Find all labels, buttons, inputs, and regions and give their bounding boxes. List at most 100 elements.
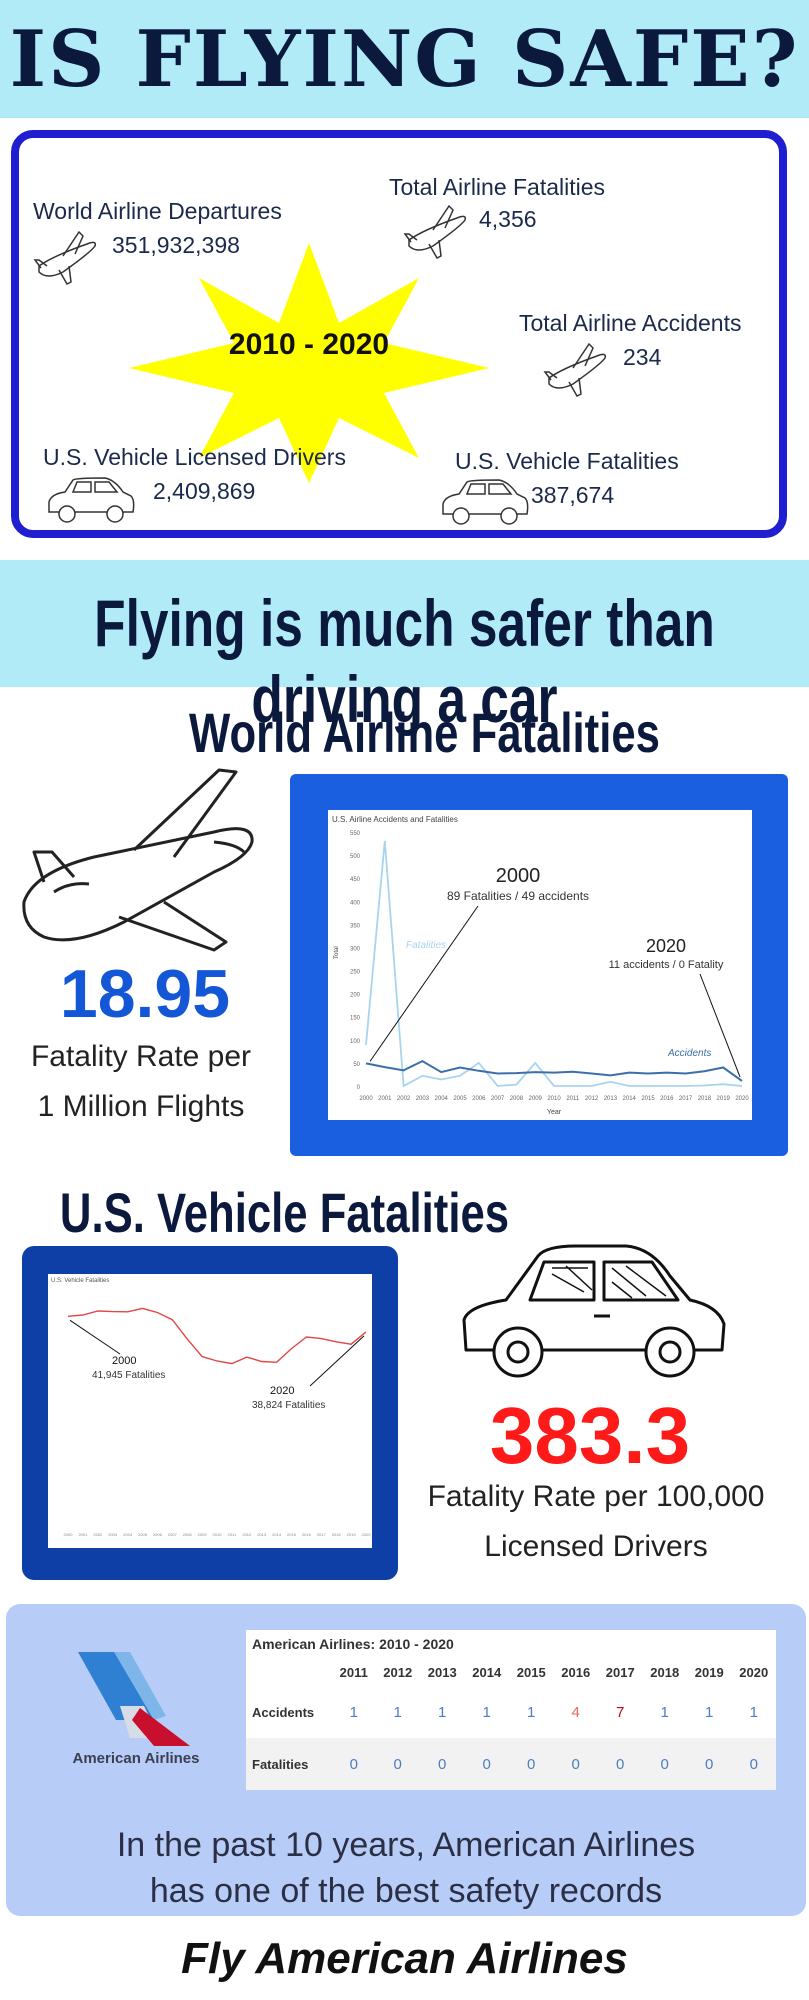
annotation-text-2020: 38,824 Fatalities — [252, 1400, 325, 1411]
vehicle-chart-frame: U.S. Vehicle Fatalities 2000 2001 2002 2003 2… — [22, 1246, 398, 1580]
x-tick-label: 2000 — [359, 1096, 373, 1102]
x-tick-label: 2020 — [735, 1096, 749, 1102]
vehicle-chart-svg: U.S. Vehicle Fatalities 2000 2001 2002 2003 2… — [51, 1278, 372, 1537]
accidents-value: 234 — [623, 344, 662, 370]
annotation-year-2000: 2000 — [496, 865, 541, 887]
table-header-cell: 2016 — [561, 1664, 591, 1680]
table-cell: 0 — [482, 1755, 491, 1773]
american-airlines-brand: American Airlines — [72, 1750, 200, 1767]
y-tick-label: 150 — [350, 1016, 361, 1022]
x-tick-label: 2009 — [198, 1532, 208, 1537]
x-tick-label: 2020 — [362, 1532, 372, 1537]
x-tick-label: 2012 — [242, 1532, 252, 1537]
departures-value: 351,932,398 — [112, 232, 240, 258]
y-tick-label: 500 — [350, 854, 361, 860]
date-range-label: 2010 - 2020 — [228, 328, 390, 361]
x-tick-label: 2003 — [108, 1532, 118, 1537]
table-cell: 1 — [749, 1703, 758, 1721]
x-tick-label: 2017 — [679, 1096, 693, 1102]
table-corner — [246, 1658, 332, 1686]
american-airlines-logo — [78, 1652, 190, 1746]
table-header-cell: 2020 — [739, 1664, 769, 1680]
x-tick-label: 2016 — [660, 1096, 674, 1102]
table-cell: 0 — [749, 1755, 758, 1773]
table-header-cell: 2017 — [605, 1664, 635, 1680]
table-header-cell: 2018 — [650, 1664, 680, 1680]
table-cell: 0 — [571, 1755, 580, 1773]
aa-table-grid: 2011 2012 2013 2014 2015 2016 2017 2018 2019 2020… — [246, 1658, 776, 1790]
x-tick-label: 2005 — [453, 1096, 467, 1102]
car-icon — [48, 477, 135, 523]
drivers-value: 2,409,869 — [153, 478, 256, 504]
x-tick-label: 2013 — [604, 1096, 618, 1102]
x-tick-label: 2019 — [347, 1532, 357, 1537]
chart-title: U.S. Vehicle Fatalities — [51, 1278, 109, 1284]
vehicle-fatalities-value: 387,674 — [531, 482, 615, 508]
x-tick-label: 2014 — [272, 1532, 282, 1537]
annotation-arrow-2020 — [309, 1335, 365, 1387]
chart-title: U.S. Airline Accidents and Fatalities — [332, 815, 458, 824]
annotation-arrow-2000 — [369, 905, 479, 1062]
world-rate-label-2: 1 Million Flights — [37, 1090, 245, 1123]
aa-panel: American Airlines American Airlines: 201… — [6, 1604, 806, 1916]
world-rate: 18.95 — [59, 956, 231, 1032]
table-cell: 1 — [660, 1703, 669, 1721]
table-cell: 0 — [616, 1755, 625, 1773]
table-header-cell: 2014 — [472, 1664, 502, 1680]
annotation-arrow-2020 — [699, 973, 741, 1078]
table-row-label: Fatalities — [252, 1756, 309, 1772]
annotation-arrow-2000 — [69, 1319, 121, 1355]
table-cell: 4 — [571, 1703, 580, 1721]
x-tick-label: 2011 — [566, 1096, 580, 1102]
fatalities-value: 4,356 — [479, 206, 537, 232]
x-tick-label: 2003 — [416, 1096, 430, 1102]
car-icon — [442, 479, 529, 525]
vehicle-rate-label-2: Licensed Drivers — [484, 1530, 708, 1563]
x-tick-label: 2005 — [138, 1532, 148, 1537]
y-tick-label: 350 — [350, 923, 361, 929]
table-cell: 0 — [438, 1755, 447, 1773]
x-tick-label: 2018 — [332, 1532, 342, 1537]
y-tick-label: 50 — [353, 1062, 360, 1068]
x-tick-label: 2011 — [228, 1532, 237, 1537]
x-tick-label: 2018 — [698, 1096, 712, 1102]
airline-chart-svg: U.S. Airline Accidents and Fatalities 0 50… — [332, 815, 749, 1116]
x-tick-label: 2006 — [153, 1532, 163, 1537]
table-cell: 7 — [616, 1703, 625, 1721]
y-tick-label: 100 — [350, 1039, 361, 1045]
y-tick-label: 450 — [350, 877, 361, 883]
series-line-fatalities — [365, 840, 743, 1088]
aa-table: American Airlines: 2010 - 2020 2011 2012 2… — [246, 1630, 776, 1790]
table-header-cell: 2011 — [339, 1664, 368, 1680]
x-tick-label: 2006 — [472, 1096, 486, 1102]
table-cell: 1 — [438, 1703, 447, 1721]
aa-table-title: American Airlines: 2010 - 2020 — [252, 1636, 454, 1652]
table-cell: 0 — [660, 1755, 669, 1773]
series-label-fatalities: Fatalities — [406, 940, 446, 951]
y-axis-label: Total — [334, 946, 340, 959]
table-cell: 1 — [349, 1703, 358, 1721]
y-tick-label: 0 — [357, 1085, 361, 1091]
x-tick-label: 2016 — [302, 1532, 312, 1537]
vehicle-heading: U.S. Vehicle Fatalities — [59, 1181, 510, 1244]
world-rate-label-1: Fatality Rate per — [30, 1040, 252, 1073]
header-band — [0, 0, 809, 118]
table-cell: 1 — [393, 1703, 402, 1721]
x-tick-label: 2008 — [510, 1096, 524, 1102]
page-title: IS FLYING SAFE? — [9, 14, 800, 105]
table-cell: 0 — [705, 1755, 714, 1773]
y-tick-label: 200 — [350, 993, 361, 999]
x-tick-label: 2010 — [213, 1532, 223, 1537]
drivers-label: U.S. Vehicle Licensed Drivers — [43, 444, 346, 470]
annotation-year-2020: 2020 — [646, 936, 686, 956]
footer-slogan: Fly American Airlines — [181, 1934, 628, 1983]
y-tick-label: 300 — [350, 946, 361, 952]
table-header-row: 2011 2012 2013 2014 2015 2016 2017 2018 2019 2020 — [246, 1658, 776, 1686]
annotation-text-2000: 89 Fatalities / 49 accidents — [447, 889, 589, 903]
table-cell: 1 — [705, 1703, 714, 1721]
departures-label: World Airline Departures — [33, 198, 282, 224]
x-tick-label: 2017 — [317, 1532, 327, 1537]
table-header-cell: 2012 — [383, 1664, 413, 1680]
vehicle-rate-label-1: Fatality Rate per 100,000 — [427, 1480, 765, 1513]
series-line-accidents — [365, 1059, 743, 1082]
